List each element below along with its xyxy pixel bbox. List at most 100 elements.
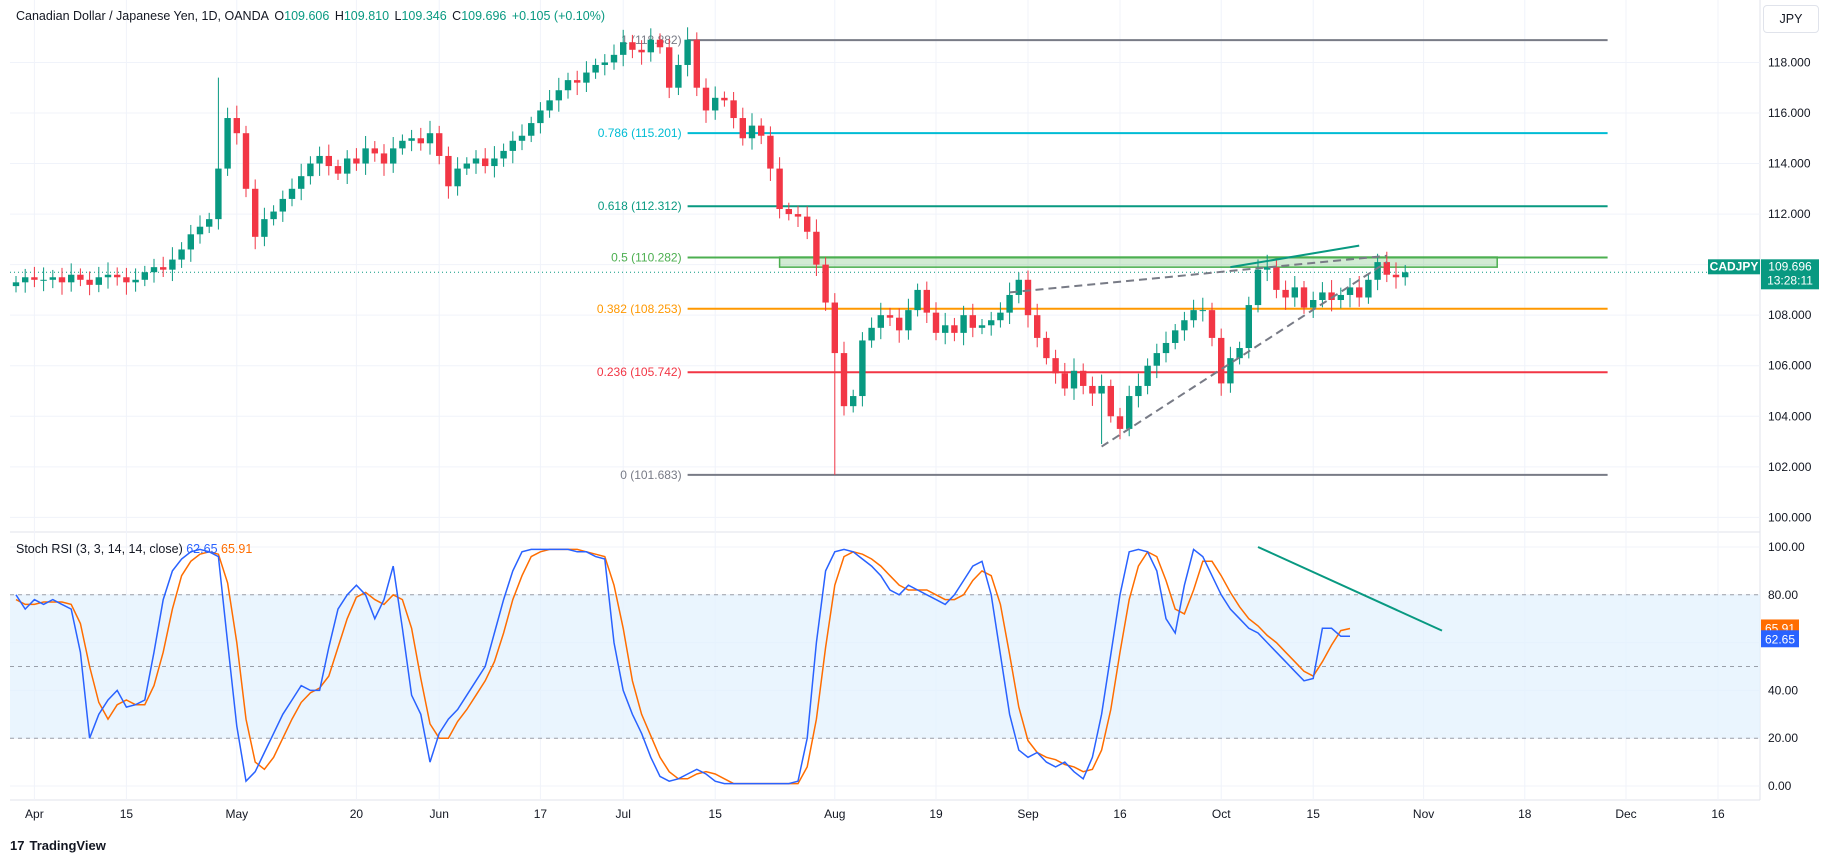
candle-body <box>1328 292 1335 301</box>
candle-body <box>1254 269 1262 306</box>
trendlines[interactable] <box>1009 244 1388 448</box>
price-badge <box>1761 259 1819 290</box>
candle-body <box>997 312 1004 321</box>
fib-level-label: 0.382 (108.253) <box>597 302 682 316</box>
candle-body <box>831 302 838 354</box>
candle-body <box>684 39 691 65</box>
x-tick-label: 20 <box>350 807 364 821</box>
candle-body <box>1172 330 1179 343</box>
candle-body <box>1153 353 1160 366</box>
tradingview-logo[interactable]: 17 TradingView <box>10 838 106 853</box>
open-value: 109.606 <box>284 9 330 23</box>
candle-body <box>629 42 636 50</box>
candle-body <box>279 198 286 212</box>
dashed-trendline <box>1009 254 1387 294</box>
resistance-zone[interactable] <box>778 256 1498 268</box>
candle-body <box>500 150 507 159</box>
candle-body <box>12 282 20 287</box>
candle-body <box>610 54 618 63</box>
candle-body <box>1135 385 1142 397</box>
candle-body <box>1310 300 1317 308</box>
candle-body <box>583 72 590 83</box>
fib-level-label: 0.236 (105.742) <box>597 365 682 379</box>
candle-body <box>537 110 544 124</box>
x-tick-label: 15 <box>709 807 723 821</box>
candle-body <box>114 274 121 278</box>
candle-body <box>334 166 342 174</box>
candle-body <box>104 274 112 278</box>
candle-body <box>150 267 158 273</box>
candle-body <box>160 267 167 270</box>
candle-body <box>1245 305 1252 349</box>
currency-button[interactable]: JPY <box>1763 5 1819 33</box>
x-tick-label: 15 <box>120 807 134 821</box>
candle-body <box>454 168 461 187</box>
x-tick-label: Apr <box>25 807 44 821</box>
candle-body <box>242 133 250 189</box>
x-tick-label: Nov <box>1413 807 1434 821</box>
candle-body <box>748 125 756 139</box>
tradingview-mark-icon: 17 <box>10 838 25 853</box>
candle-body <box>564 80 572 91</box>
y-tick-label: 106.000 <box>1768 359 1812 373</box>
candle-body <box>859 340 866 397</box>
x-tick-label: 17 <box>534 807 548 821</box>
candle-body <box>426 133 434 144</box>
candle-body <box>1181 320 1188 331</box>
candle-body <box>206 219 213 227</box>
candle-body <box>270 211 277 220</box>
candle-body <box>693 39 700 88</box>
candle-body <box>555 90 562 101</box>
x-tick-label: Jul <box>616 807 631 821</box>
y-tick-label: 114.000 <box>1768 157 1811 171</box>
candle-body <box>574 80 581 83</box>
open-label: O <box>274 9 285 23</box>
y-tick-label: 118.000 <box>1768 55 1811 69</box>
candle-body <box>307 163 314 177</box>
candle-body <box>399 140 406 149</box>
candle-body <box>1208 310 1216 338</box>
candle-body <box>390 148 397 164</box>
dashed-trendline <box>1101 261 1388 448</box>
stoch-rsi-lines <box>15 546 1443 785</box>
candle-body <box>1264 267 1271 270</box>
candle-body <box>316 155 323 164</box>
candle-body <box>960 315 967 333</box>
candle-body <box>362 148 369 164</box>
candle-body <box>1374 262 1381 280</box>
candle-body <box>822 264 829 303</box>
candle-body <box>463 163 470 169</box>
stoch-k-line <box>15 548 1350 785</box>
candle-body <box>1402 272 1409 278</box>
candle-body <box>758 125 765 136</box>
candle-body <box>1337 294 1344 301</box>
stoch-header: Stoch RSI (3, 3, 14, 14, close) 62.65 65… <box>16 542 252 556</box>
candle-body <box>86 279 93 285</box>
candle-body <box>1126 396 1133 429</box>
candle-body <box>1080 370 1087 386</box>
candle-body <box>1319 292 1326 301</box>
candle-body <box>325 155 332 167</box>
change-value: +0.105 (+0.10%) <box>511 9 605 23</box>
low-label: L <box>394 9 402 23</box>
fibonacci-retracement[interactable]: 1 (118.882)0.786 (115.201)0.618 (112.312… <box>597 33 1608 482</box>
candle-body <box>721 97 728 101</box>
fib-level-label: 0.5 (110.282) <box>611 250 682 264</box>
candle-body <box>1190 310 1197 321</box>
candle-body <box>408 138 415 141</box>
candle-body <box>840 353 848 407</box>
candle-body <box>1356 287 1363 298</box>
candle-body <box>702 87 710 111</box>
stoch-k-value: 62.65 <box>186 542 218 556</box>
candle-body <box>1024 279 1032 316</box>
candle-body <box>344 158 351 174</box>
candle-body <box>1052 358 1059 374</box>
candle-body <box>739 118 746 139</box>
candle-body <box>417 138 424 144</box>
stoch-d-line <box>15 548 1351 785</box>
candle-body <box>546 100 553 111</box>
candle-body <box>1218 337 1225 384</box>
x-tick-label: 18 <box>1518 807 1532 821</box>
